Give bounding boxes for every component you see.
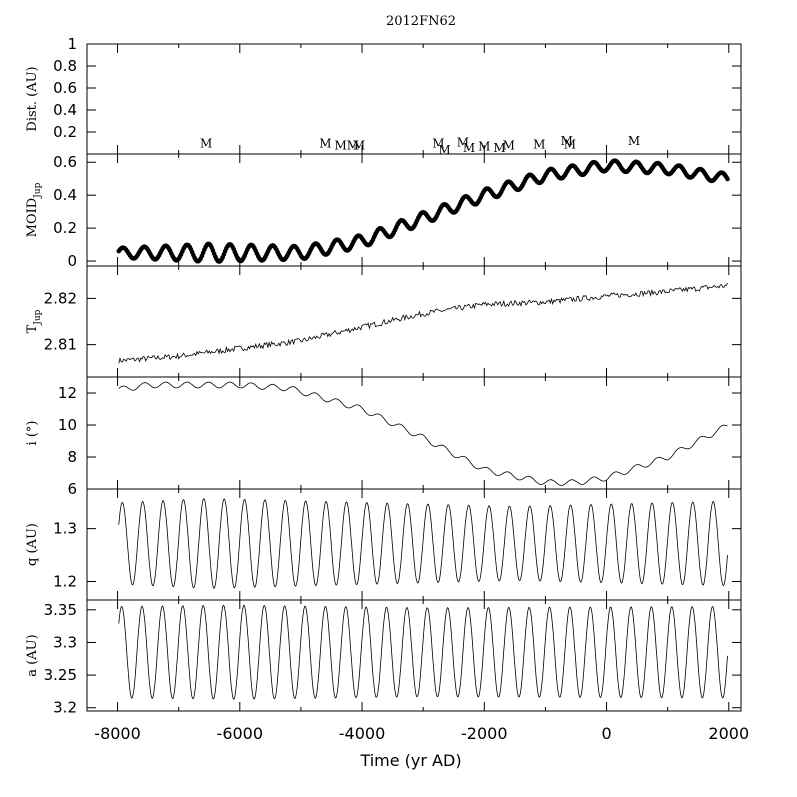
chart-title: 2012FN62 bbox=[386, 14, 456, 29]
encounter-marker: M bbox=[628, 134, 640, 148]
encounter-marker: M bbox=[463, 141, 475, 155]
panel-frame bbox=[86, 265, 742, 378]
panel-frame bbox=[86, 599, 742, 712]
y-tick-label: 0.6 bbox=[53, 153, 77, 171]
y-tick-label: 3.3 bbox=[53, 633, 77, 651]
panel-q: 1.2 1.3 q (AU) bbox=[25, 488, 742, 601]
encounter-marker: M bbox=[561, 134, 573, 148]
encounter-marker: M bbox=[353, 139, 365, 153]
panel-a: 3.2 3.25 3.3 3.35 a (AU) -8000 -6000 -4000 -2000… bbox=[25, 599, 749, 743]
y-axis-label-subscript: Jup bbox=[33, 182, 43, 198]
y-tick-label: 3.2 bbox=[53, 699, 77, 717]
encounter-marker: M bbox=[493, 141, 505, 155]
encounter-marker: M bbox=[533, 138, 545, 152]
y-axis-label: q (AU) bbox=[25, 523, 40, 566]
y-tick-label: 0.8 bbox=[53, 57, 77, 75]
x-tick-label: 0 bbox=[601, 724, 611, 743]
x-tick-label: -8000 bbox=[94, 724, 141, 743]
y-tick-label: 2.81 bbox=[44, 336, 77, 354]
y-tick-label: 0.4 bbox=[53, 101, 77, 119]
x-tick-label: -6000 bbox=[217, 724, 264, 743]
y-tick-label: 0.2 bbox=[53, 123, 77, 141]
y-axis-label: Dist. (AU) bbox=[25, 66, 40, 131]
panel-frame bbox=[86, 376, 742, 490]
series-line bbox=[118, 604, 728, 700]
encounter-marker: M bbox=[478, 140, 490, 154]
y-tick-label: 0.6 bbox=[53, 79, 77, 97]
x-tick-label: 2000 bbox=[708, 724, 749, 743]
y-axis-label: TJup bbox=[25, 309, 43, 333]
encounter-marker: M bbox=[335, 139, 347, 153]
moid-point bbox=[725, 176, 730, 182]
y-tick-label: 1.3 bbox=[53, 520, 77, 538]
y-tick-label: 12 bbox=[58, 384, 77, 402]
series-line bbox=[118, 381, 728, 486]
y-tick-label: 0.4 bbox=[53, 186, 77, 204]
y-tick-label: 1 bbox=[67, 35, 77, 53]
series-line bbox=[118, 282, 728, 364]
encounter-marker: M bbox=[457, 135, 469, 149]
y-tick-label: 0.2 bbox=[53, 219, 77, 237]
y-tick-label: 3.35 bbox=[44, 601, 77, 619]
encounter-marker: M bbox=[438, 143, 450, 157]
panel-inc: 6 8 10 12 i (°) bbox=[25, 376, 742, 498]
y-axis-label: i (°) bbox=[25, 421, 40, 446]
y-tick-label: 2.82 bbox=[44, 289, 77, 307]
encounter-marker: M bbox=[503, 139, 515, 153]
encounter-marker: M bbox=[564, 138, 576, 152]
y-tick-label: 1.2 bbox=[53, 573, 77, 591]
y-axis-label: a (AU) bbox=[25, 634, 40, 676]
encounter-marker: M bbox=[200, 136, 212, 150]
series-line bbox=[118, 498, 728, 589]
y-axis-label-subscript: Jup bbox=[33, 309, 43, 325]
encounter-marker: M bbox=[347, 139, 359, 153]
encounter-marker: M bbox=[432, 136, 444, 150]
y-tick-label: 3.25 bbox=[44, 666, 77, 684]
x-tick-label: -4000 bbox=[339, 724, 386, 743]
y-tick-label: 8 bbox=[67, 448, 77, 466]
x-tick-label: -2000 bbox=[461, 724, 508, 743]
encounter-marker: M bbox=[319, 136, 331, 150]
y-axis-label: MOIDJup bbox=[25, 182, 43, 237]
y-tick-label: 10 bbox=[58, 416, 77, 434]
x-axis-label: Time (yr AD) bbox=[359, 751, 461, 770]
y-tick-label: 0 bbox=[67, 252, 77, 270]
y-tick-label: 6 bbox=[67, 480, 77, 498]
panel-frame bbox=[86, 43, 742, 155]
panel-moid: 0 0.2 0.4 0.6 MOIDJup bbox=[25, 153, 742, 270]
